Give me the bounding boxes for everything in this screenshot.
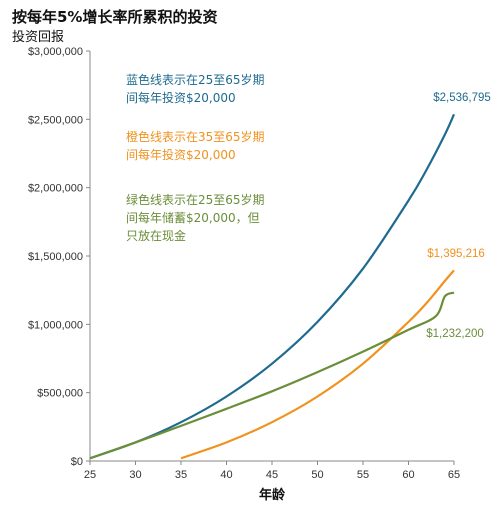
chart-subtitle: 投资回报: [12, 30, 65, 45]
annotation-text: 间每年储蓄$20,000，但: [126, 210, 260, 225]
x-tick-label: 50: [311, 469, 323, 481]
end-value-label: $1,395,216: [427, 248, 485, 260]
annotation-text: 橙色线表示在35至65岁期: [126, 129, 265, 144]
x-tick-label: 60: [402, 469, 414, 481]
annotation-text: 绿色线表示在25至65岁期: [126, 192, 265, 207]
end-value-label: $2,536,795: [433, 92, 491, 104]
x-tick-label: 55: [357, 469, 369, 481]
annotation-text: 只放在现金: [126, 228, 186, 243]
y-tick-label: $0: [71, 456, 83, 468]
y-tick-label: $500,000: [37, 388, 83, 400]
green-series-line: [89, 291, 455, 460]
blue-series-line: [89, 113, 456, 460]
annotation-text: 蓝色线表示在25至65岁期: [126, 72, 265, 87]
chart-title: 按每年5%增长率所累积的投资: [12, 8, 218, 26]
orange-series-line: [180, 269, 455, 460]
x-tick-label: 25: [84, 469, 96, 481]
x-tick-label: 40: [220, 469, 232, 481]
y-tick-label: $1,500,000: [28, 251, 83, 263]
x-axis-title: 年龄: [259, 487, 286, 503]
y-tick-label: $2,500,000: [28, 114, 83, 126]
y-tick-label: $2,000,000: [28, 183, 83, 195]
annotation-text: 间每年投资$20,000: [126, 90, 236, 105]
x-tick-label: 65: [448, 469, 460, 481]
y-tick-label: $3,000,000: [28, 46, 83, 58]
x-tick-label: 45: [266, 469, 278, 481]
y-tick-label: $1,000,000: [28, 319, 83, 331]
x-tick-label: 35: [175, 469, 187, 481]
x-tick-label: 30: [129, 469, 141, 481]
end-value-label: $1,232,200: [426, 328, 484, 340]
annotation-text: 间每年投资$20,000: [126, 147, 236, 162]
